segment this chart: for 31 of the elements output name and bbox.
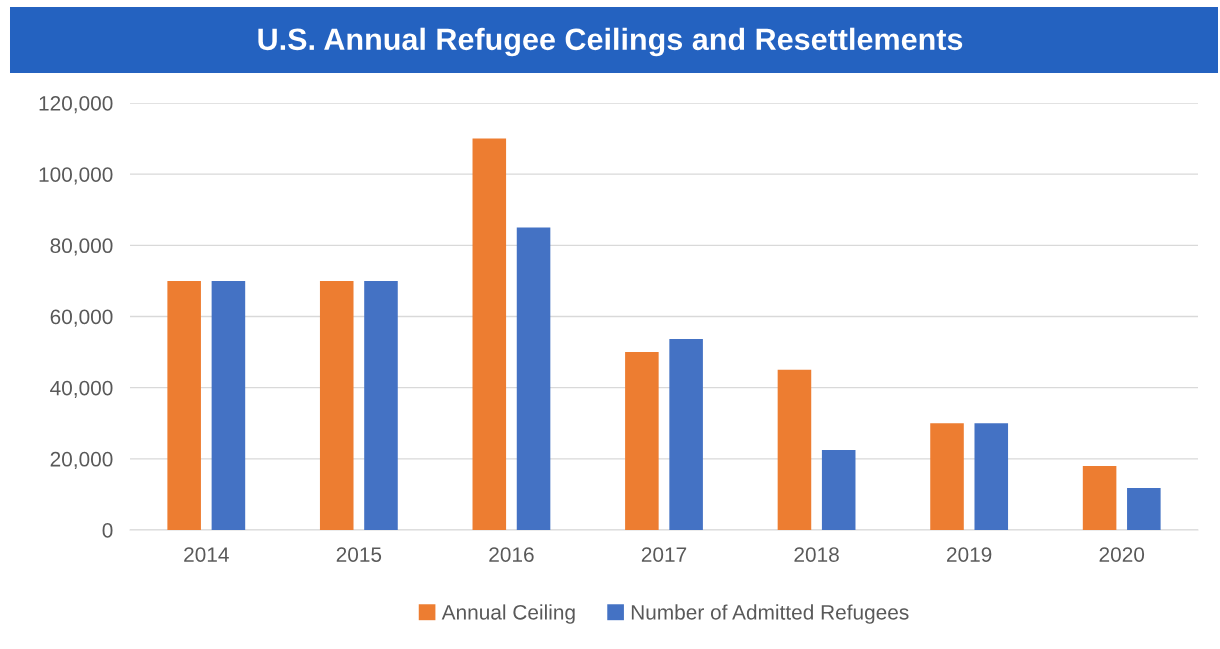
bar	[167, 280, 201, 530]
x-tick-label: 2015	[336, 547, 382, 562]
bar	[211, 280, 246, 530]
legend-label: Annual Ceiling	[441, 604, 575, 624]
bar	[516, 227, 551, 530]
x-tick-label: 2020	[1099, 547, 1145, 562]
y-tick-label: 100,000	[39, 167, 113, 185]
bar	[974, 423, 1009, 530]
bar	[472, 138, 507, 530]
bar	[930, 423, 964, 530]
x-tick-label: 2016	[489, 547, 534, 562]
x-tick-label: 2017	[641, 547, 687, 562]
y-tick-label: 40,000	[50, 380, 113, 398]
bar	[319, 280, 354, 530]
bar	[1082, 465, 1117, 530]
y-tick-label: 0	[102, 523, 113, 538]
y-tick-label: 20,000	[50, 451, 113, 470]
legend-label: Number of Admitted Refugees	[631, 604, 909, 624]
chart-title: U.S. Annual Refugee Ceilings and Resettlements	[258, 27, 963, 57]
y-tick-label: 60,000	[50, 309, 113, 327]
y-tick-label: 80,000	[50, 238, 113, 256]
bar	[777, 369, 812, 530]
bar	[669, 338, 703, 530]
x-tick-label: 2019	[947, 547, 992, 562]
x-tick-label: 2014	[184, 547, 229, 562]
bar	[1127, 488, 1161, 530]
x-tick-label: 2018	[794, 547, 839, 562]
y-tick-label: 120,000	[39, 96, 113, 114]
bar	[625, 352, 659, 530]
bar	[821, 449, 856, 530]
bar	[364, 280, 398, 530]
